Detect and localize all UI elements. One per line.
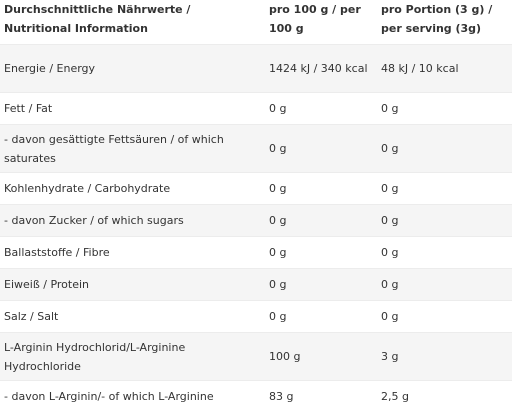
table-row: Kohlenhydrate / Carbohydrate 0 g 0 g: [0, 172, 512, 205]
per-100g-cell: 83 g: [265, 380, 377, 413]
per-100g-cell: 0 g: [265, 268, 377, 301]
table-row: Eiweiß / Protein 0 g 0 g: [0, 268, 512, 301]
nutrient-cell: Energie / Energy: [0, 44, 265, 93]
nutrient-cell: Ballaststoffe / Fibre: [0, 236, 265, 269]
table-row: Ballaststoffe / Fibre 0 g 0 g: [0, 236, 512, 269]
per-100g-cell: 0 g: [265, 236, 377, 269]
nutrient-cell: - davon L-Arginin/- of which L-Arginine: [0, 380, 265, 413]
table-row: L-Arginin Hydrochlorid/L-Arginine Hydroc…: [0, 332, 512, 381]
table-header-row: Durchschnittliche Nährwerte / Nutritiona…: [0, 0, 512, 45]
per-100g-cell: 100 g: [265, 332, 377, 381]
per-serving-cell: 48 kJ / 10 kcal: [377, 44, 512, 93]
per-100g-cell: 1424 kJ / 340 kcal: [265, 44, 377, 93]
header-per-serving: pro Portion (3 g) / per serving (3g): [377, 0, 512, 45]
nutrient-cell: L-Arginin Hydrochlorid/L-Arginine Hydroc…: [0, 332, 265, 381]
table-row: - davon Zucker / of which sugars 0 g 0 g: [0, 204, 512, 237]
per-100g-cell: 0 g: [265, 300, 377, 333]
per-serving-cell: 0 g: [377, 300, 512, 333]
per-serving-cell: 0 g: [377, 172, 512, 205]
nutrient-cell: Eiweiß / Protein: [0, 268, 265, 301]
per-100g-cell: 0 g: [265, 172, 377, 205]
per-serving-cell: 3 g: [377, 332, 512, 381]
per-serving-cell: 0 g: [377, 124, 512, 173]
per-100g-cell: 0 g: [265, 92, 377, 125]
per-serving-cell: 0 g: [377, 204, 512, 237]
header-nutrient: Durchschnittliche Nährwerte / Nutritiona…: [0, 0, 265, 45]
table-row: Salz / Salt 0 g 0 g: [0, 300, 512, 333]
per-100g-cell: 0 g: [265, 204, 377, 237]
nutrient-cell: Fett / Fat: [0, 92, 265, 125]
table-row: - davon L-Arginin/- of which L-Arginine …: [0, 380, 512, 413]
per-serving-cell: 0 g: [377, 92, 512, 125]
table-row: Fett / Fat 0 g 0 g: [0, 92, 512, 125]
table-row: - davon gesättigte Fettsäuren / of which…: [0, 124, 512, 173]
nutrient-cell: - davon Zucker / of which sugars: [0, 204, 265, 237]
header-per-100g: pro 100 g / per 100 g: [265, 0, 377, 45]
per-serving-cell: 2,5 g: [377, 380, 512, 413]
per-serving-cell: 0 g: [377, 236, 512, 269]
per-serving-cell: 0 g: [377, 268, 512, 301]
nutrient-cell: Kohlenhydrate / Carbohydrate: [0, 172, 265, 205]
per-100g-cell: 0 g: [265, 124, 377, 173]
nutrient-cell: - davon gesättigte Fettsäuren / of which…: [0, 124, 265, 173]
nutrient-cell: Salz / Salt: [0, 300, 265, 333]
table-row: Energie / Energy 1424 kJ / 340 kcal 48 k…: [0, 44, 512, 93]
